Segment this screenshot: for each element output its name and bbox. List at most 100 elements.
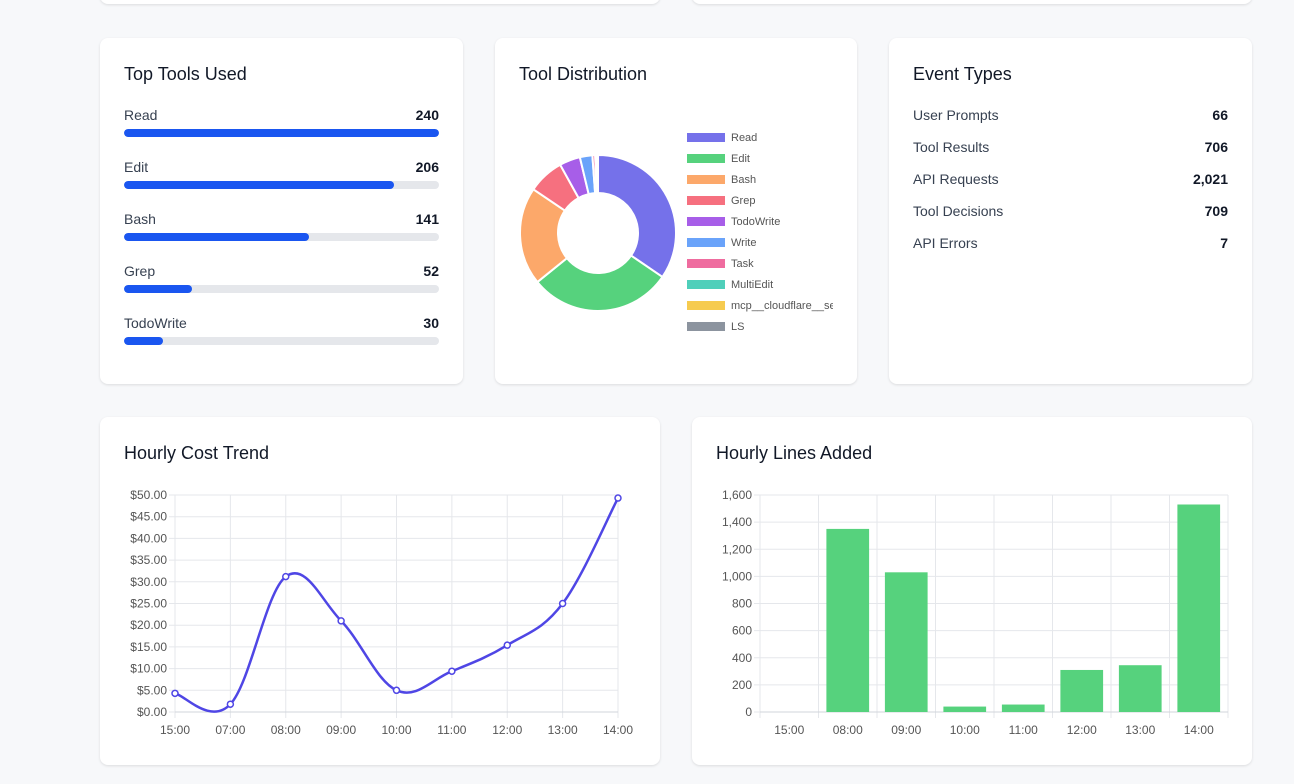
event-label: API Errors <box>913 235 978 251</box>
legend-item[interactable]: MultiEdit <box>687 279 833 300</box>
tool-usage-bar <box>124 285 439 293</box>
y-tick-label: 1,400 <box>722 515 752 529</box>
tool-distribution-donut <box>519 153 677 312</box>
event-value: 706 <box>1204 139 1228 155</box>
legend-item[interactable]: Task <box>687 258 833 279</box>
legend-swatch <box>687 154 725 163</box>
cost-data-point[interactable] <box>614 494 622 502</box>
legend-label: MultiEdit <box>731 279 774 291</box>
tool-count: 206 <box>415 159 439 175</box>
event-row: API Requests 2,021 <box>913 171 1228 191</box>
donut-slice-read[interactable] <box>597 153 677 279</box>
tool-usage-bar-fill <box>124 129 439 137</box>
event-row: Tool Results 706 <box>913 139 1228 159</box>
legend-item[interactable]: Grep <box>687 195 833 216</box>
cost-data-point[interactable] <box>392 686 401 695</box>
tool-row-todowrite: TodoWrite 30 <box>124 315 439 355</box>
legend-swatch <box>687 133 725 142</box>
tool-distribution-title: Tool Distribution <box>519 64 648 84</box>
lines-bar[interactable] <box>884 572 928 712</box>
x-tick-label: 11:00 <box>437 723 466 737</box>
y-tick-label: $25.00 <box>130 597 167 611</box>
legend-swatch <box>687 280 725 289</box>
y-tick-label: 800 <box>732 597 752 611</box>
y-tick-label: 600 <box>732 624 752 638</box>
x-tick-label: 11:00 <box>1009 723 1038 737</box>
legend-label: TodoWrite <box>731 216 781 228</box>
tool-distribution-card: Tool Distribution Read Edit Bash Grep TodoWr… <box>495 38 857 384</box>
cost-data-point[interactable] <box>448 667 456 675</box>
lines-bar[interactable] <box>1060 669 1104 712</box>
event-value: 2,021 <box>1192 171 1228 187</box>
x-tick-label: 12:00 <box>492 723 522 737</box>
event-value: 66 <box>1212 107 1228 123</box>
y-tick-label: 0 <box>745 705 752 719</box>
tool-row-grep: Grep 52 <box>124 263 439 303</box>
cost-data-point[interactable] <box>171 689 179 698</box>
tool-name: TodoWrite <box>124 315 187 331</box>
tool-name: Read <box>124 107 158 123</box>
y-tick-label: 1,600 <box>722 488 752 502</box>
tool-name: Bash <box>124 211 156 227</box>
hourly-lines-bar-chart: 0 200 400 600 800 1,000 1,200 1,400 1,600 15:00 08… <box>722 488 1229 737</box>
tool-usage-bar <box>124 129 439 137</box>
x-tick-label: 08:00 <box>833 723 863 737</box>
event-types-title: Event Types <box>913 64 1012 84</box>
hourly-cost-title: Hourly Cost Trend <box>124 443 270 463</box>
y-tick-label: 200 <box>732 678 752 692</box>
tool-usage-bar-fill <box>124 337 164 345</box>
x-tick-label: 08:00 <box>271 723 301 737</box>
hourly-lines-title: Hourly Lines Added <box>716 443 873 463</box>
donut-slice-edit[interactable] <box>535 254 664 312</box>
cost-data-point[interactable] <box>337 617 345 625</box>
y-tick-label: $35.00 <box>130 553 167 567</box>
event-label: Tool Results <box>913 139 990 155</box>
lines-bar[interactable] <box>1118 665 1162 712</box>
legend-label: Write <box>731 237 757 249</box>
legend-item[interactable]: TodoWrite <box>687 216 833 237</box>
cost-data-point[interactable] <box>558 599 567 608</box>
donut-slice-ls[interactable] <box>596 153 599 195</box>
y-tick-label: $20.00 <box>130 618 167 632</box>
cost-data-point[interactable] <box>282 572 290 581</box>
legend-item[interactable]: Edit <box>687 153 833 174</box>
legend-label: Task <box>731 258 754 270</box>
x-tick-label: 10:00 <box>381 723 411 737</box>
cost-data-point[interactable] <box>226 700 235 708</box>
tool-count: 52 <box>423 263 439 279</box>
y-tick-label: 400 <box>732 651 752 665</box>
summary-card-top-left <box>100 0 660 4</box>
legend-swatch <box>687 217 725 226</box>
legend-item[interactable]: mcp__cloudflare__se <box>687 300 833 321</box>
lines-bar[interactable] <box>943 706 987 712</box>
event-types-card: Event Types User Prompts 66 Tool Results 70… <box>889 38 1252 384</box>
x-tick-label: 14:00 <box>603 723 633 737</box>
y-tick-label: $0.00 <box>137 705 167 719</box>
y-tick-label: $45.00 <box>130 510 167 524</box>
x-tick-label: 15:00 <box>774 723 804 737</box>
tool-row-edit: Edit 206 <box>124 159 439 199</box>
tool-count: 240 <box>415 107 439 123</box>
legend-item[interactable]: LS <box>687 321 833 342</box>
tool-usage-bar-fill <box>124 285 193 293</box>
y-tick-label: $10.00 <box>130 662 167 676</box>
y-tick-label: 1,200 <box>722 542 752 556</box>
x-tick-label: 15:00 <box>160 723 190 737</box>
event-label: API Requests <box>913 171 999 187</box>
event-value: 7 <box>1220 235 1228 251</box>
legend-item[interactable]: Write <box>687 237 833 258</box>
y-tick-label: $30.00 <box>130 575 167 589</box>
tool-row-read: Read 240 <box>124 107 439 147</box>
legend-item[interactable]: Read <box>687 132 833 153</box>
top-tools-card: Top Tools Used Read 240 Edit 206 Bash 141 Grep… <box>100 38 463 384</box>
lines-bar[interactable] <box>1001 704 1045 712</box>
y-tick-label: $15.00 <box>130 640 167 654</box>
event-row: User Prompts 66 <box>913 107 1228 127</box>
tool-usage-bar-fill <box>124 181 395 189</box>
legend-item[interactable]: Bash <box>687 174 833 195</box>
lines-bar[interactable] <box>826 528 870 712</box>
lines-bar[interactable] <box>1177 504 1221 712</box>
cost-data-point[interactable] <box>503 641 511 649</box>
legend-label: Bash <box>731 174 757 186</box>
legend-label: Grep <box>731 195 756 207</box>
